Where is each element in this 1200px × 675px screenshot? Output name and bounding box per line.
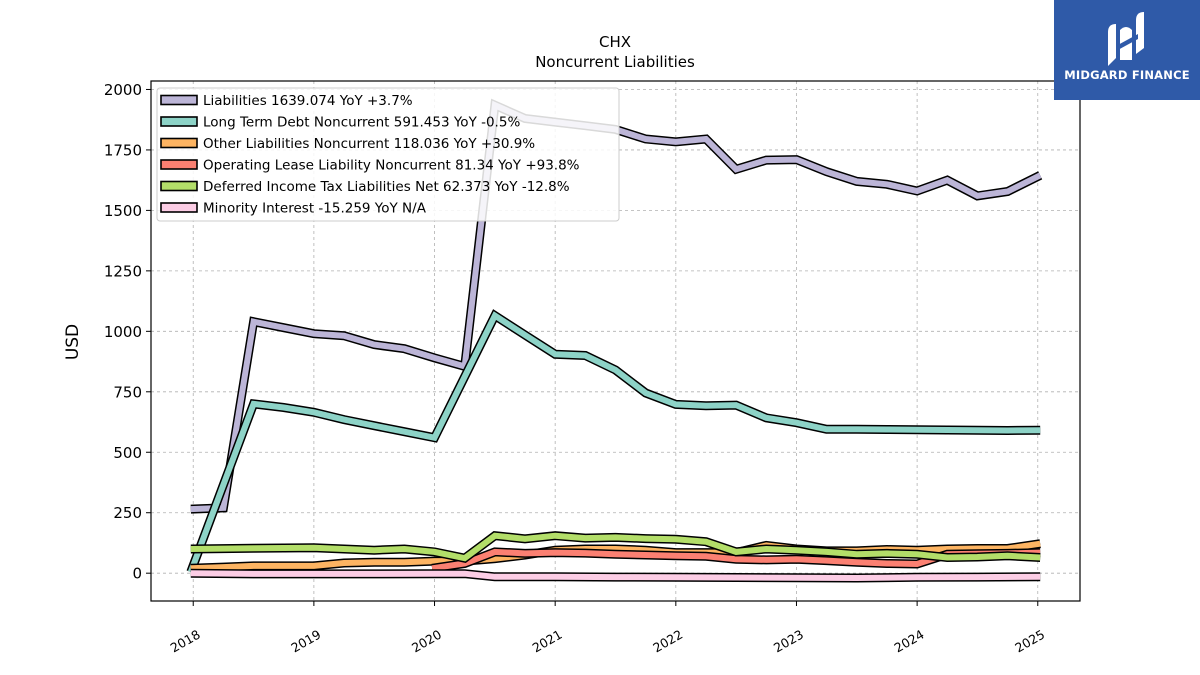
legend-label: Deferred Income Tax Liabilities Net 62.3… [203, 179, 570, 195]
legend-label: Long Term Debt Noncurrent 591.453 YoY -0… [203, 115, 520, 131]
y-axis-label: USD [63, 324, 83, 360]
legend-label: Other Liabilities Noncurrent 118.036 YoY… [203, 136, 535, 152]
plot-frame [150, 80, 1081, 602]
y-tick-label: 1250 [104, 262, 142, 280]
y-tick-label: 500 [113, 444, 142, 462]
series-line [190, 532, 1041, 562]
y-tick-label: 2000 [104, 81, 142, 99]
y-tick-label: 1500 [104, 202, 142, 220]
midgard-logo-icon [1108, 12, 1144, 66]
x-tick-label: 2020 [409, 627, 444, 656]
series-5 [190, 568, 1041, 583]
x-tick-label: 2025 [1012, 627, 1047, 656]
y-tick-label: 250 [113, 504, 142, 522]
legend-swatch [160, 94, 198, 106]
legend-swatch [160, 180, 198, 192]
x-tick-label: 2021 [530, 627, 565, 656]
x-tick-label: 2024 [892, 627, 927, 656]
legend-swatch [160, 137, 198, 149]
x-tick-label: 2022 [650, 627, 685, 656]
legend-swatch [160, 202, 198, 213]
y-tick-label: 750 [113, 383, 142, 401]
legend-label: Operating Lease Liability Noncurrent 81.… [203, 158, 580, 174]
y-tick-label: 1750 [104, 141, 142, 159]
chart-subtitle: Noncurrent Liabilities [535, 53, 695, 71]
chart-title: CHX [599, 33, 631, 51]
legend-label: Liabilities 1639.074 YoY +3.7% [203, 93, 413, 109]
brand-logo: MIDGARD FINANCE [1054, 0, 1200, 100]
x-tick-label: 2018 [168, 627, 203, 656]
legend-label: Minority Interest -15.259 YoY N/A [203, 201, 427, 217]
series-1 [186, 309, 1041, 574]
series-line [187, 311, 1041, 574]
x-tick-label: 2023 [771, 627, 806, 656]
series-lines [186, 98, 1043, 583]
series-4 [190, 531, 1041, 564]
series-line [190, 570, 1041, 582]
brand-name: MIDGARD FINANCE [1064, 68, 1190, 82]
legend: Liabilities 1639.074 YoY +3.7% Long Term … [156, 87, 620, 222]
legend-box [156, 87, 620, 222]
legend-swatch [160, 159, 198, 170]
x-tick-label: 2019 [288, 627, 323, 656]
y-tick-label: 1000 [104, 323, 142, 341]
y-tick-label: 0 [132, 565, 142, 583]
legend-swatch [160, 116, 198, 127]
